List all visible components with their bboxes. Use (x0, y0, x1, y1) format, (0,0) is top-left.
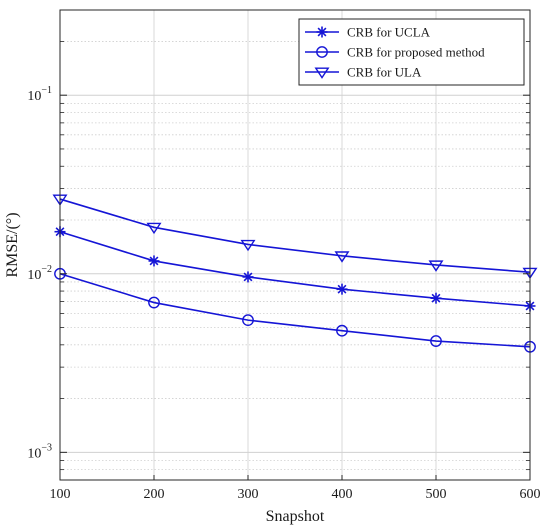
data-point (146, 222, 162, 235)
legend-label: CRB for ULA (347, 65, 422, 80)
star-marker-stroke (431, 293, 441, 303)
data-point (430, 335, 442, 347)
x-tick-label: 600 (520, 487, 541, 502)
data-point (334, 251, 350, 263)
data-point (336, 324, 348, 337)
data-point (430, 292, 442, 304)
data-point (428, 260, 444, 272)
data-point (242, 271, 254, 283)
legend-label: CRB for proposed method (347, 45, 485, 60)
legend-marker (314, 67, 330, 79)
legend-marker (316, 46, 328, 58)
data-point (148, 296, 160, 309)
series-line-2 (59, 273, 531, 348)
star-marker-stroke (243, 272, 253, 282)
x-tick-label: 100 (50, 487, 71, 502)
data-point (148, 255, 160, 267)
data-point (240, 239, 256, 252)
y-tick-label: 10−3 (27, 442, 52, 461)
ticks: 100 200 300 400 500 600 10−3 10−2 10−1 (27, 41, 541, 502)
series-lines (52, 194, 538, 353)
grid (60, 10, 530, 480)
plot-background (60, 10, 530, 480)
plot-frame (59, 9, 531, 481)
series-line-1 (59, 230, 531, 307)
data-point (242, 314, 254, 327)
x-tick-label: 500 (426, 487, 447, 502)
x-axis-title: Snapshot (266, 508, 325, 525)
star-marker-stroke (337, 284, 347, 294)
star-marker-stroke (317, 27, 327, 37)
y-axis-title: RMSE/(°) (4, 212, 21, 277)
star-marker-stroke (149, 256, 159, 266)
legend-label: CRB for UCLA (347, 25, 431, 40)
x-tick-label: 300 (238, 487, 259, 502)
x-tick-label: 200 (144, 487, 165, 502)
legend-marker (316, 26, 328, 38)
y-tick-label: 10−2 (27, 264, 52, 283)
y-tick-label: 10−1 (27, 85, 52, 104)
data-point (336, 283, 348, 295)
series-line-3 (59, 198, 531, 274)
x-tick-label: 400 (332, 487, 353, 502)
legend: CRB for UCLA CRB for proposed method CRB f… (298, 18, 525, 86)
